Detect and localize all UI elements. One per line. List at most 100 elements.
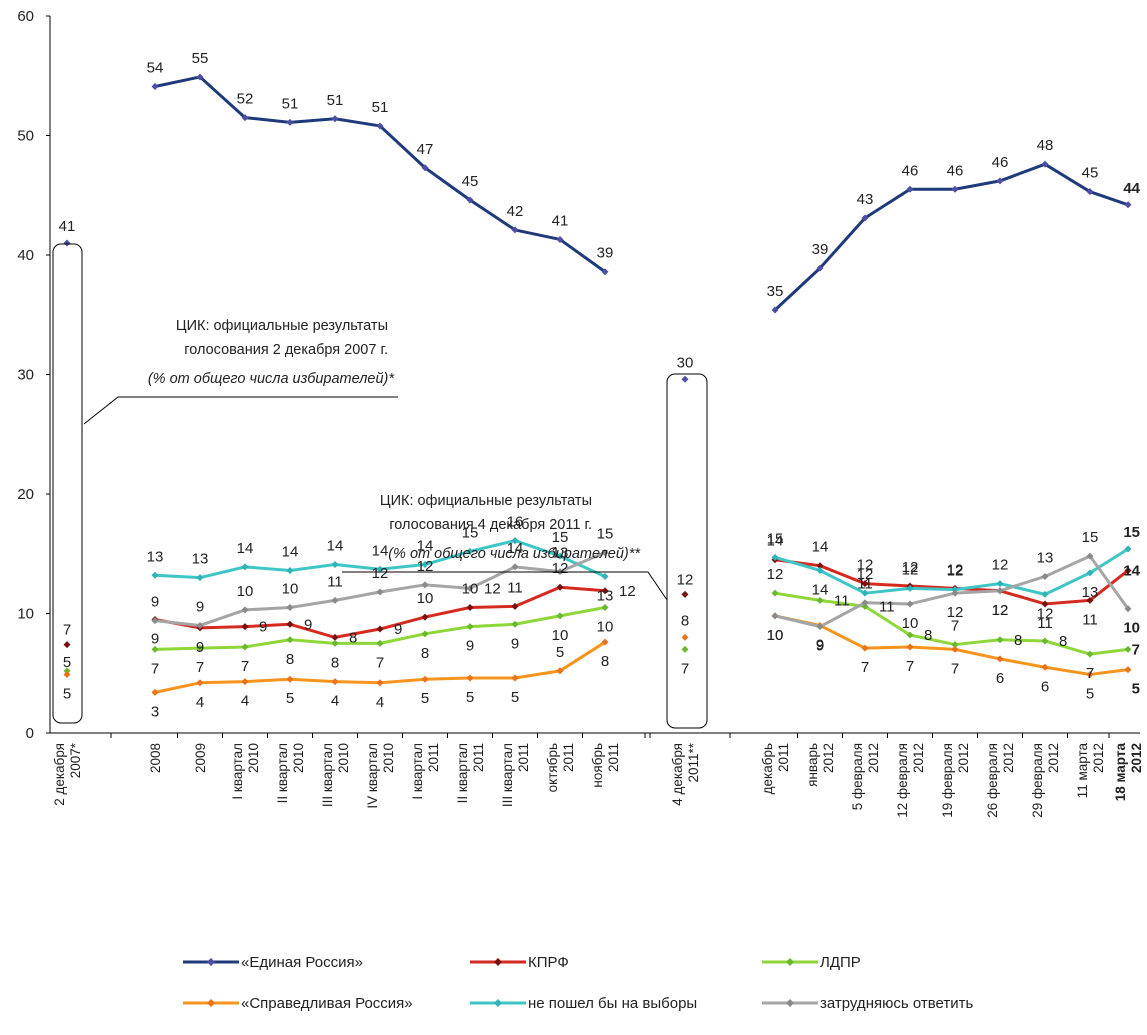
- series-2: [63, 589, 1132, 675]
- x-tick-line: 2011: [606, 743, 621, 772]
- data-point: [681, 645, 689, 653]
- data-point: [331, 596, 339, 604]
- data-label: 5: [1086, 685, 1094, 702]
- data-point: [556, 667, 564, 675]
- data-point: [1041, 572, 1049, 580]
- data-point: [1086, 552, 1094, 560]
- data-point: [421, 561, 429, 569]
- x-tick-label: декабрь 2011: [760, 743, 791, 794]
- data-point: [286, 604, 294, 612]
- data-point: [771, 306, 779, 314]
- data-point: [421, 630, 429, 638]
- x-tick-line: 2011: [516, 743, 531, 772]
- data-point: [466, 604, 474, 612]
- x-tick-label: 11 марта 2012: [1075, 743, 1106, 799]
- data-point: [511, 537, 519, 545]
- data-point: [331, 678, 339, 686]
- data-label: 4: [376, 694, 384, 711]
- x-tick-label: IV квартал 2010: [365, 743, 396, 809]
- data-point: [681, 633, 689, 641]
- x-tick-label: II квартал 2010: [275, 743, 306, 803]
- y-tick-label: 0: [26, 725, 34, 742]
- data-label: 12: [619, 583, 636, 600]
- legend-swatch-marker: [786, 958, 794, 966]
- data-point: [331, 115, 339, 123]
- data-point: [601, 587, 609, 595]
- data-point: [331, 639, 339, 647]
- data-label: 42: [507, 203, 524, 220]
- data-label: 4: [241, 693, 249, 710]
- data-point: [421, 164, 429, 172]
- data-point: [511, 226, 519, 234]
- data-label: 11: [857, 576, 873, 593]
- x-tick-label: 2009: [193, 743, 208, 773]
- x-tick-label: 12 февраля 2012: [895, 743, 926, 818]
- x-tick-label: 29 февраля 2012: [1030, 743, 1061, 818]
- x-tick-line: 2012: [911, 743, 926, 773]
- data-label: 15: [462, 524, 479, 541]
- x-tick-line: 2011: [561, 743, 576, 772]
- data-point: [951, 641, 959, 649]
- data-label: 47: [417, 141, 434, 158]
- data-label: 12: [1037, 605, 1054, 622]
- data-label: 51: [372, 99, 389, 116]
- x-tick-line: 2011: [471, 743, 486, 772]
- data-point: [601, 268, 609, 276]
- annotation-text: ЦИК: официальные результаты: [380, 493, 592, 509]
- data-point: [1124, 545, 1132, 553]
- x-tick-line: 29 февраля: [1030, 743, 1045, 818]
- data-point: [996, 655, 1004, 663]
- x-tick-line: 2012: [1001, 743, 1016, 773]
- data-point: [63, 641, 71, 649]
- data-label: 15: [552, 529, 569, 546]
- data-point: [951, 185, 959, 193]
- legend-label: ЛДПР: [820, 954, 861, 971]
- data-label: 7: [151, 660, 159, 677]
- data-label: 55: [192, 50, 209, 67]
- x-tick-line: II квартал: [455, 743, 470, 803]
- data-label: 12: [947, 563, 964, 580]
- data-label: 39: [597, 245, 614, 262]
- x-tick-line: 2010: [246, 743, 261, 773]
- data-label: 12: [552, 560, 569, 577]
- data-label: 41: [59, 218, 76, 235]
- data-label: 8: [286, 651, 294, 668]
- data-point: [151, 688, 159, 696]
- x-tick-line: 2008: [148, 743, 163, 773]
- x-tick-label: январь 2012: [805, 743, 836, 787]
- x-tick-line: 2011: [426, 743, 441, 772]
- x-tick-line: 11 марта: [1075, 743, 1090, 799]
- data-point: [376, 565, 384, 573]
- data-label: 11: [1037, 615, 1053, 632]
- data-point: [816, 562, 824, 570]
- data-label: 43: [857, 191, 874, 208]
- legend-label: не пошел бы на выборы: [528, 995, 697, 1012]
- data-point: [771, 612, 779, 620]
- data-point: [376, 639, 384, 647]
- data-label: 9: [816, 636, 824, 653]
- data-point: [196, 621, 204, 629]
- data-point: [1124, 666, 1132, 674]
- data-label: 10: [282, 581, 299, 598]
- legend: «Единая Россия» КПРФ ЛДПР «Справедливая Рос…: [183, 954, 973, 1012]
- x-tick-label: 5 февраля 2012: [850, 743, 881, 810]
- data-point: [331, 633, 339, 641]
- data-label: 8: [1014, 632, 1022, 649]
- data-point: [1041, 160, 1049, 168]
- data-point: [376, 122, 384, 130]
- legend-swatch-marker: [207, 958, 215, 966]
- data-label: 3: [151, 703, 159, 720]
- data-label: 51: [282, 95, 299, 112]
- data-point: [63, 667, 71, 675]
- data-label: 7: [63, 622, 71, 639]
- annotation-leader-2007: [83, 396, 398, 425]
- data-point: [376, 625, 384, 633]
- data-label: 10: [552, 627, 569, 644]
- data-label: 7: [376, 654, 384, 671]
- data-point: [1124, 605, 1132, 613]
- data-point: [771, 589, 779, 597]
- data-label: 8: [601, 653, 609, 670]
- data-label: 12: [857, 566, 874, 583]
- data-label: 35: [767, 283, 784, 300]
- data-point: [1086, 596, 1094, 604]
